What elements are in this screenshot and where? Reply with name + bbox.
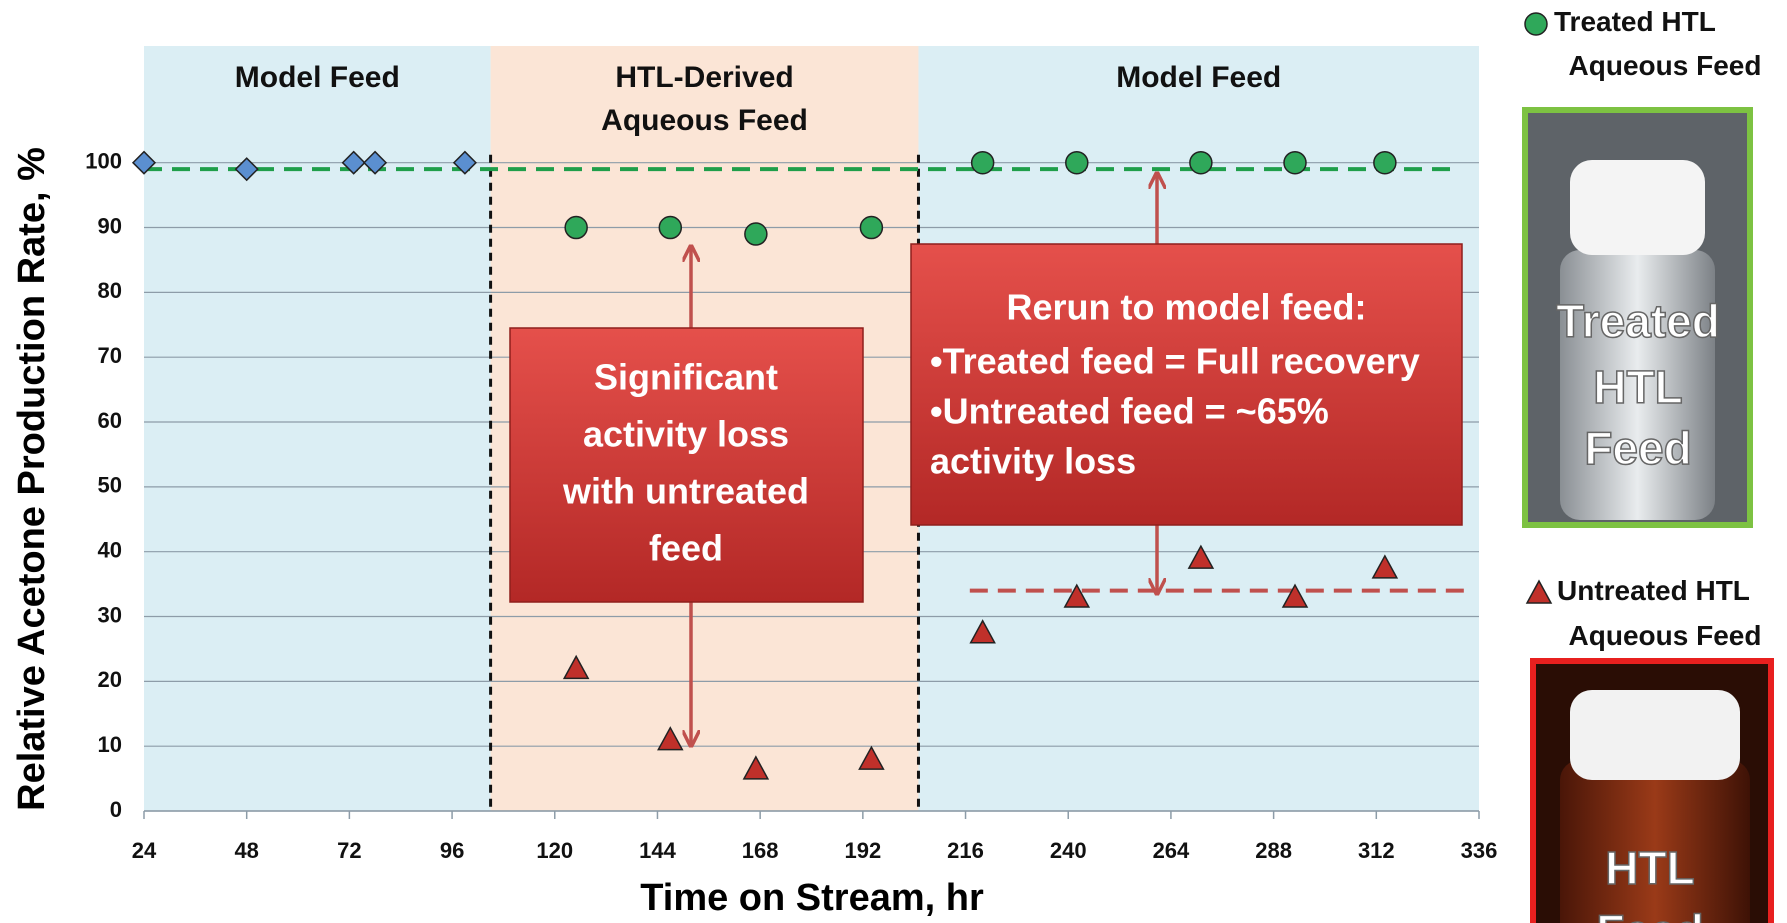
legend-marker <box>1527 581 1551 603</box>
y-tick-label: 60 <box>98 408 122 433</box>
legend-line: Untreated HTL <box>1557 575 1750 606</box>
photo-label: Feed <box>1584 422 1691 474</box>
y-tick-label: 10 <box>98 732 122 757</box>
region <box>144 46 491 811</box>
x-tick-label: 144 <box>639 838 676 863</box>
marker-circle <box>1284 152 1306 174</box>
marker-circle <box>860 217 882 239</box>
region-label: Model Feed <box>235 61 400 94</box>
annotation-text: •Treated feed = Full recovery <box>930 341 1420 382</box>
x-tick-label: 168 <box>742 838 779 863</box>
legend-line: Aqueous Feed <box>1569 620 1762 651</box>
marker-circle <box>1374 152 1396 174</box>
y-tick-label: 90 <box>98 213 122 238</box>
plot-area: Model Feed HTL-Derived Aqueous Feed Model F… <box>85 46 1497 863</box>
marker-circle <box>745 223 767 245</box>
legend-marker <box>1525 13 1547 35</box>
x-axis-label: Time on Stream, hr <box>640 877 984 919</box>
vial-cap <box>1570 690 1740 780</box>
x-tick-label: 216 <box>947 838 984 863</box>
y-tick-label: 40 <box>98 537 122 562</box>
annotation-text: Rerun to model feed: <box>1006 287 1366 328</box>
vial-cap <box>1570 160 1705 255</box>
x-tick-label: 288 <box>1255 838 1292 863</box>
x-tick-label: 72 <box>337 838 361 863</box>
x-tick-label: 240 <box>1050 838 1087 863</box>
legend-label: Untreated HTL Aqueous Feed <box>1557 575 1761 651</box>
photo-label: Feed <box>1596 905 1703 923</box>
y-tick-label: 80 <box>98 278 122 303</box>
annotation-text: with untreated <box>562 471 809 512</box>
y-tick-label: 100 <box>85 149 122 174</box>
annotation-text: activity loss <box>930 441 1136 482</box>
legend-label: Treated HTL Aqueous Feed <box>1554 6 1761 81</box>
y-axis-label: Relative Acetone Production Rate, % <box>11 147 53 811</box>
y-tick-label: 20 <box>98 667 122 692</box>
x-tick-label: 264 <box>1153 838 1190 863</box>
marker-circle <box>1066 152 1088 174</box>
x-tick-label: 96 <box>440 838 464 863</box>
x-tick-label: 24 <box>132 838 157 863</box>
y-tick-label: 0 <box>110 797 122 822</box>
marker-circle <box>1190 152 1212 174</box>
x-tick-label: 312 <box>1358 838 1395 863</box>
marker-circle <box>659 217 681 239</box>
region-label: Model Feed <box>1116 61 1281 94</box>
y-tick-label: 50 <box>98 473 122 498</box>
x-tick-label: 192 <box>844 838 881 863</box>
y-tick-label: 30 <box>98 602 122 627</box>
annotation-text: •Untreated feed = ~65% <box>930 391 1329 432</box>
region-label: HTL-Derived <box>615 61 793 94</box>
photo-label: HTL <box>1593 361 1682 413</box>
x-tick-label: 48 <box>234 838 258 863</box>
x-tick-label: 120 <box>536 838 573 863</box>
x-tick-label: 336 <box>1461 838 1498 863</box>
region-label: Aqueous Feed <box>601 104 808 137</box>
annotation-text: activity loss <box>583 414 789 455</box>
legend-line: Treated HTL <box>1554 6 1716 37</box>
chart: Model Feed HTL-Derived Aqueous Feed Model F… <box>0 0 1787 923</box>
annotation-text: feed <box>649 528 723 569</box>
y-tick-label: 70 <box>98 343 122 368</box>
annotation-text: Significant <box>594 357 778 398</box>
legend-line: Aqueous Feed <box>1569 50 1762 81</box>
photo-label: Treated <box>1556 295 1720 347</box>
marker-circle <box>565 217 587 239</box>
marker-circle <box>972 152 994 174</box>
photo-label: HTL <box>1605 842 1694 894</box>
